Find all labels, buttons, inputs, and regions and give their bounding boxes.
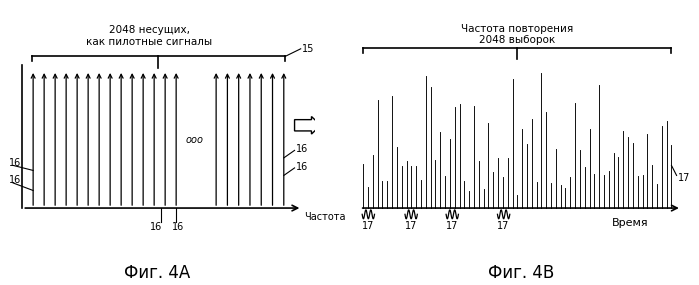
Text: 17: 17 (405, 221, 417, 231)
Text: 17: 17 (678, 173, 691, 183)
Text: 16: 16 (8, 158, 21, 168)
Text: 16: 16 (171, 222, 184, 232)
FancyArrow shape (294, 117, 321, 134)
Text: 2048 несущих,
как пилотные сигналы: 2048 несущих, как пилотные сигналы (86, 25, 212, 46)
Text: ooo: ooo (186, 135, 203, 145)
Text: 15: 15 (302, 44, 315, 54)
Text: Фиг. 4В: Фиг. 4В (488, 264, 554, 282)
Text: 16: 16 (296, 144, 308, 154)
Text: Фиг. 4А: Фиг. 4А (124, 264, 190, 282)
Text: 17: 17 (446, 221, 459, 231)
Text: 16: 16 (296, 162, 308, 172)
Text: 17: 17 (498, 221, 510, 231)
Text: 16: 16 (8, 176, 21, 186)
Text: Частота повторения
2048 выборок: Частота повторения 2048 выборок (461, 24, 573, 45)
Text: Время: Время (612, 218, 649, 228)
Text: 16: 16 (150, 222, 162, 232)
Text: 17: 17 (362, 221, 375, 231)
Text: Частота: Частота (304, 212, 345, 222)
